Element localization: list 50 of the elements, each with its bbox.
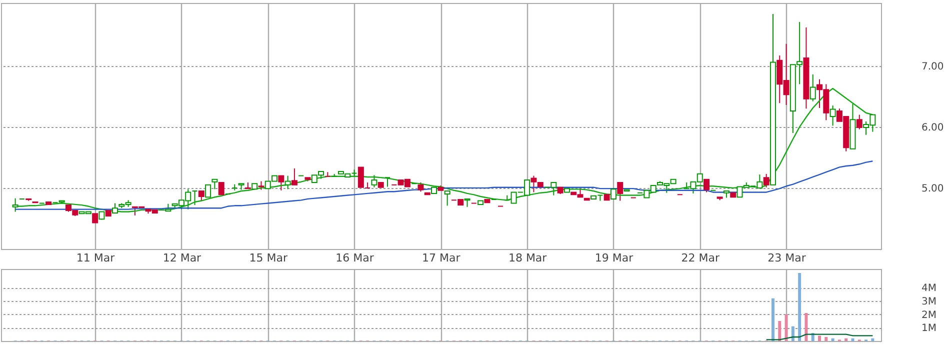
bar	[771, 298, 774, 341]
candlestick	[704, 178, 710, 193]
bar	[778, 321, 782, 341]
y-tick-label: 7.00	[922, 61, 944, 72]
candlestick	[92, 213, 98, 224]
candlestick	[418, 182, 424, 192]
x-tick-label: 17 Mar	[422, 252, 461, 264]
bar	[871, 338, 874, 341]
candlestick	[384, 177, 390, 188]
candlestick	[444, 190, 450, 206]
x-tick-label: 18 Mar	[508, 252, 548, 264]
bar	[824, 337, 828, 341]
y-tick-label: 1M	[922, 323, 936, 334]
y-tick-label: 6.00	[922, 122, 944, 134]
candlestick	[763, 173, 770, 188]
y-tick-label: 4M	[922, 283, 936, 294]
x-tick-label: 22 Mar	[681, 252, 720, 264]
bar	[831, 338, 834, 341]
x-tick-label: 23 Mar	[768, 252, 806, 264]
candlestick	[212, 178, 218, 190]
candlestick	[856, 114, 862, 130]
candlestick	[278, 175, 284, 191]
x-tick-label: 16 Mar	[336, 252, 374, 264]
x-tick-label: 12 Mar	[162, 252, 202, 264]
candlestick	[830, 105, 836, 126]
candlestick	[205, 184, 212, 198]
candlestick	[810, 74, 816, 102]
bar	[798, 273, 802, 341]
candlestick	[12, 198, 18, 212]
bar	[851, 338, 854, 341]
x-tick-label: 19 Mar	[594, 252, 634, 264]
candlestick	[371, 174, 378, 188]
candlestick	[218, 182, 224, 196]
y-tick-label: 3M	[922, 296, 936, 308]
x-tick-label: 15 Mar	[249, 252, 288, 264]
candlestick	[284, 175, 291, 190]
candlestick	[198, 190, 204, 202]
bar	[791, 326, 794, 341]
candlestick	[617, 182, 624, 202]
x-tick-label: 11 Mar	[76, 252, 116, 264]
bar	[818, 336, 822, 341]
y-tick-label: 2M	[922, 310, 936, 321]
candlestick	[610, 188, 616, 200]
bar	[804, 313, 808, 341]
candlestick	[192, 190, 198, 206]
bar	[784, 314, 788, 341]
y-tick-label: 5.00	[922, 183, 944, 194]
candlestick	[291, 168, 298, 186]
candlestick	[324, 172, 331, 177]
bar	[844, 338, 848, 341]
